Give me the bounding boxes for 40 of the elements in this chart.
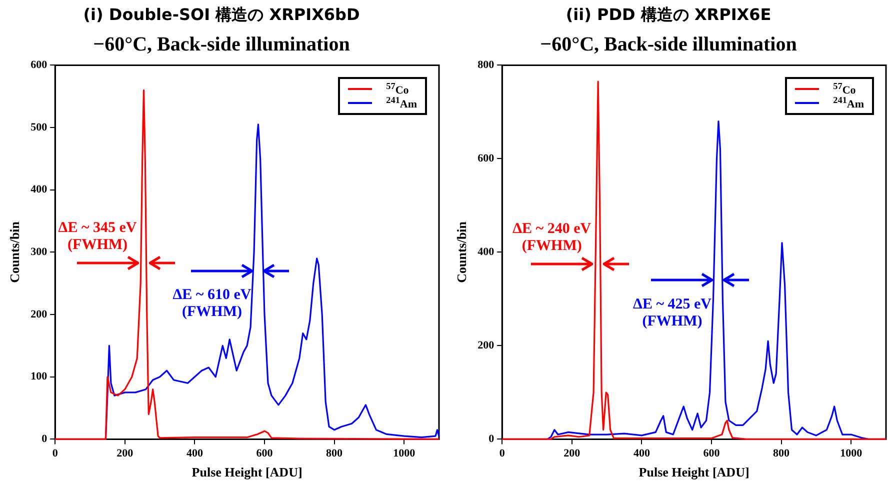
x-tick-label: 600 [256,448,274,460]
x-axis-title: Pulse Height [ADU] [638,464,750,480]
annotation: ΔE ~ 240 eV (FWHM) [512,220,592,254]
y-tick-label: 400 [30,184,48,196]
legend-label: $^{57}$Co [386,81,409,98]
x-tick-label: 400 [186,448,204,460]
annotation: ΔE ~ 425 eV (FWHM) [633,296,712,330]
x-tick-label: 400 [633,448,650,460]
y-axis-title: Counts/bin [454,220,470,283]
y-tick-label: 200 [478,340,495,352]
x-axis-title: Pulse Height [ADU] [192,464,302,480]
annotation: ΔE ~ 345 eV (FWHM) [58,220,137,253]
x-tick-label: 0 [499,448,506,460]
legend-label: $^{57}$Co [833,81,856,98]
chart-title: (i) Double-SOI 構造の XRPIX6bD [83,4,360,24]
y-axis-title: Counts/bin [7,220,22,283]
x-tick-label: 1000 [393,448,416,460]
y-tick-label: 0 [42,433,48,446]
legend-label: $^{241}$Am [833,95,864,112]
x-tick-label: 800 [773,448,790,460]
x-tick-label: 0 [52,448,58,460]
x-tick-label: 600 [703,448,720,460]
x-tick-label: 200 [564,448,581,460]
y-tick-label: 600 [30,59,48,72]
chart-subtitle: −60°C, Back-side illumination [93,33,350,56]
x-tick-label: 1000 [840,448,863,460]
y-tick-label: 400 [478,246,495,258]
y-tick-label: 100 [30,370,48,383]
y-tick-label: 500 [30,121,48,134]
y-tick-label: 300 [30,246,48,258]
x-tick-label: 200 [116,448,134,460]
chart-title: (ii) PDD 構造の XRPIX6E [566,4,772,24]
chart-subtitle: −60°C, Back-side illumination [540,33,797,56]
y-tick-label: 800 [478,59,495,72]
annotation: ΔE ~ 610 eV (FWHM) [172,286,252,320]
x-tick-label: 800 [326,448,344,460]
legend-label: $^{241}$Am [386,95,417,112]
y-tick-label: 600 [478,152,495,165]
y-tick-label: 0 [488,433,495,446]
y-tick-label: 200 [30,308,48,320]
